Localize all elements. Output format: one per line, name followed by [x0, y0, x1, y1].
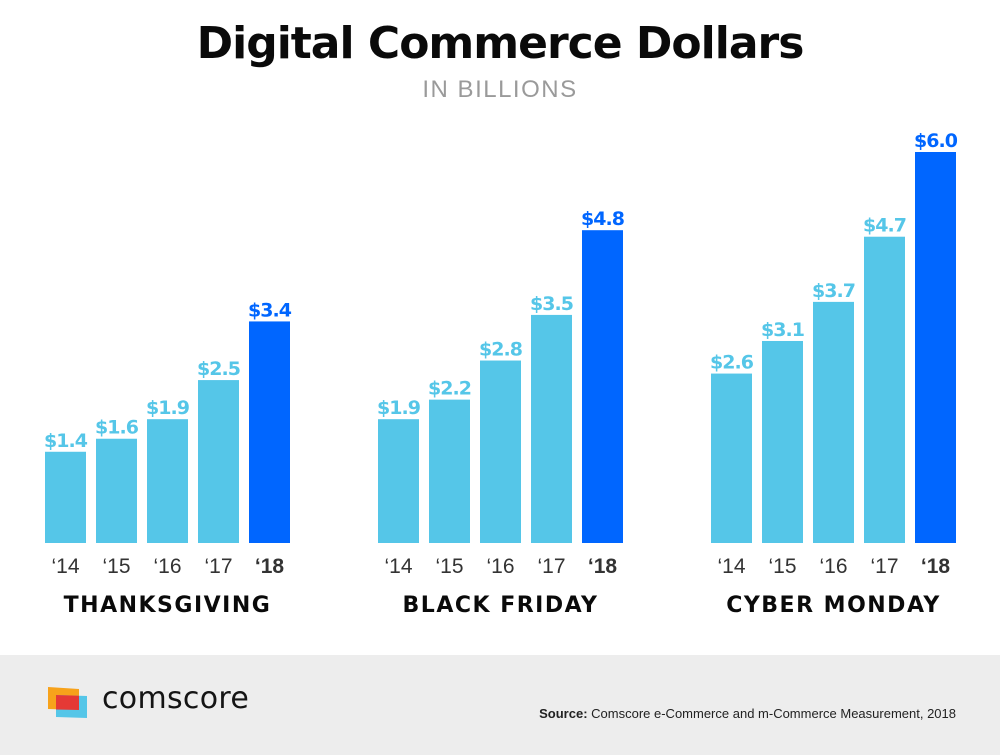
bar	[915, 152, 956, 543]
data-label: $1.4	[44, 430, 88, 452]
data-label: $6.0	[914, 130, 958, 152]
source-text: Comscore e-Commerce and m-Commerce Measu…	[587, 706, 956, 721]
bar	[864, 236, 905, 543]
brand-name: comscore	[102, 681, 250, 716]
source-label: Source:	[539, 706, 588, 721]
data-label: $4.8	[581, 208, 625, 230]
bar	[480, 360, 521, 543]
data-label: $1.6	[95, 417, 139, 439]
group-label: THANKSGIVING	[64, 593, 272, 618]
x-tick-label: ‘17	[870, 555, 898, 578]
x-tick-label: ‘18	[921, 555, 951, 578]
x-tick-label: ‘15	[768, 555, 796, 578]
chart-subtitle: IN BILLIONS	[422, 76, 578, 103]
group-thanksgiving: $1.4 ‘14 $1.6 ‘15 $1.9 ‘16 $2.5 ‘17 $3.4 ‘18 THANK…	[44, 299, 293, 618]
bar	[378, 419, 419, 543]
bar	[45, 451, 86, 543]
data-label: $3.1	[761, 319, 804, 341]
x-tick-label: ‘17	[537, 555, 565, 578]
bar	[531, 314, 572, 543]
x-tick-label: ‘14	[717, 555, 745, 578]
x-tick-label: ‘18	[255, 555, 285, 578]
footer: comscore Source: Comscore e-Commerce and…	[0, 655, 1000, 755]
source-note: Source: Comscore e-Commerce and m-Commer…	[539, 706, 956, 721]
x-tick-label: ‘14	[384, 555, 412, 578]
comscore-logo-icon	[48, 687, 87, 718]
bar	[198, 380, 239, 543]
group-label: BLACK FRIDAY	[403, 593, 599, 618]
data-label: $1.9	[146, 397, 189, 419]
x-tick-label: ‘15	[102, 555, 130, 578]
bar	[711, 373, 752, 543]
group-black-friday: $1.9 ‘14 $2.2 ‘15 $2.8 ‘16 $3.5 ‘17 $4.8 ‘18 BLACK…	[377, 208, 626, 618]
bar	[96, 438, 137, 543]
bar	[249, 321, 290, 543]
bar	[429, 399, 470, 543]
x-tick-label: ‘16	[153, 555, 181, 578]
group-cyber-monday: $2.6 ‘14 $3.1 ‘15 $3.7 ‘16 $4.7 ‘17 $6.0 ‘18 CYBER…	[710, 130, 959, 618]
data-label: $4.7	[863, 215, 906, 237]
data-label: $2.6	[710, 352, 754, 374]
data-label: $2.2	[428, 378, 471, 400]
x-tick-label: ‘18	[588, 555, 618, 578]
bar	[582, 230, 623, 543]
chart-title: Digital Commerce Dollars	[196, 18, 805, 69]
data-label: $1.9	[377, 397, 420, 419]
data-label: $2.8	[479, 339, 523, 361]
x-tick-label: ‘14	[51, 555, 79, 578]
bar	[147, 419, 188, 543]
group-label: CYBER MONDAY	[726, 593, 941, 618]
bar	[813, 301, 854, 543]
x-tick-label: ‘16	[486, 555, 514, 578]
data-label: $3.7	[812, 280, 855, 302]
data-label: $3.4	[248, 299, 292, 321]
data-label: $2.5	[197, 358, 240, 380]
bar-chart: $1.4 ‘14 $1.6 ‘15 $1.9 ‘16 $2.5 ‘17 $3.4 ‘18 THANK…	[44, 130, 959, 618]
bar	[762, 340, 803, 543]
x-tick-label: ‘16	[819, 555, 847, 578]
x-tick-label: ‘17	[204, 555, 232, 578]
x-tick-label: ‘15	[435, 555, 463, 578]
data-label: $3.5	[530, 293, 573, 315]
